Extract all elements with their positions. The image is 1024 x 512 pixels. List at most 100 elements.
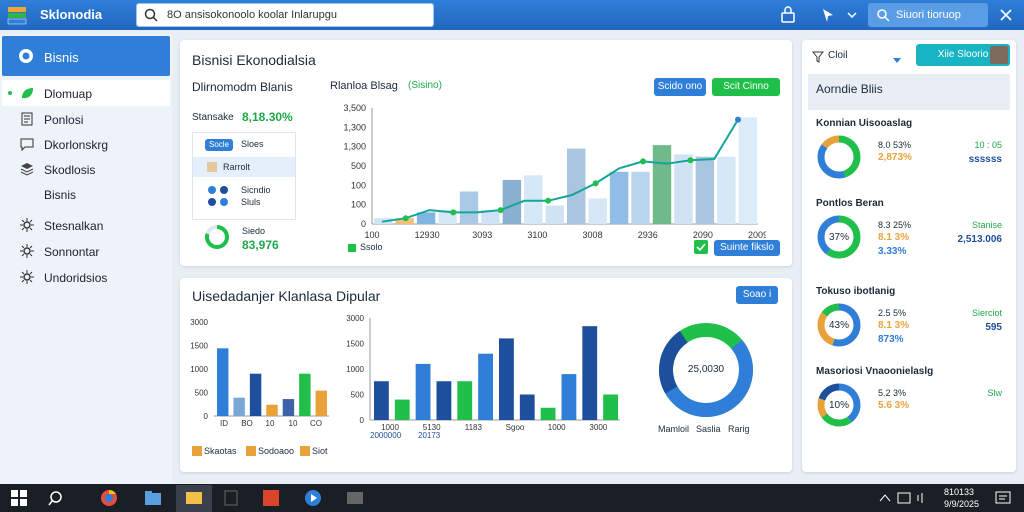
layers-icon [20,162,34,176]
chart-button-b[interactable]: Scit Cinno [712,78,780,96]
legend-swatch [192,446,202,456]
donut-label: Rarig [728,424,750,434]
clock-date: 9/9/2025 [944,499,980,509]
pin-icon[interactable] [818,5,838,25]
metric-section: Tokuso ibotlanig 43% 2.5 5% 8.1 3% 873% Sierc… [802,286,1016,366]
section-value: 8.1 3% [878,320,910,331]
table-row[interactable]: Rarrolt [193,157,295,177]
tray-icons[interactable] [878,489,923,507]
y-tick-label: 0 [360,416,365,425]
folder-icon[interactable] [144,489,162,507]
x-tick-label: 5130 [423,423,441,432]
y-tick-label: 1500 [190,342,208,351]
section-value: 3.33% [878,246,907,257]
secondary-search-text: Siuori tioruop [896,9,961,21]
sidebar-item[interactable]: Stesnalkan [2,212,170,238]
row-text: Sicndio [241,185,271,195]
notification-icon[interactable] [994,489,1012,507]
secondary-search-input[interactable]: Siuori tioruop [868,3,988,27]
taskbar-active-app[interactable] [176,485,212,512]
search-input[interactable]: 8O ansisokonoolo koolar Inlarupgu [136,3,434,27]
donut-segment [817,215,861,259]
chevron-down-icon[interactable] [892,52,902,70]
filter-icon [811,50,825,68]
chevron-down-icon[interactable] [842,5,862,25]
lock-icon[interactable] [778,5,798,25]
chart-bar [499,338,514,420]
x-tick-label: 12930 [415,230,440,240]
sidebar-item-label: Stesnalkan [44,219,104,233]
legend-label: Skaotas [204,446,237,456]
x-tick-label: 1183 [465,423,483,432]
sidebar-item[interactable]: Dlomuap [2,80,170,106]
avatar[interactable] [990,46,1008,64]
window-icon[interactable] [346,489,364,507]
line-point [735,116,741,123]
x-tick-label: Sgoo [506,423,525,432]
sidebar-item[interactable]: Undoridsios [2,264,170,290]
sidebar-item[interactable]: Bisnis [2,181,170,207]
section-right-label: Stanise [971,220,1002,230]
x-tick-label: CO [310,419,322,426]
action-button[interactable]: Xiie Sloorio [916,44,1010,66]
leaf-icon [20,86,34,100]
y-tick-label: 100 [351,180,366,190]
y-tick-label: 1,300 [343,142,366,152]
y-tick-label: 3000 [190,318,208,327]
line-point [592,180,599,187]
office-icon[interactable] [262,489,280,507]
chart-bar [567,148,586,224]
line-point [545,197,552,204]
y-tick-label: 500 [351,391,365,400]
stat-value: 8,18.30% [242,110,293,124]
mini-panel: Socle Sloes Rarrolt Sicndio Sluls [192,132,296,220]
search-icon[interactable] [48,489,66,507]
line-point [402,215,409,222]
bottom-label: 20173 [418,431,441,438]
check-icon[interactable] [694,240,708,254]
start-icon[interactable] [10,489,28,507]
chart-bar [416,212,436,224]
legend-label: Siot [312,446,328,456]
section-title: Konnian Uisooaslag [816,118,913,129]
section-center: 10% [828,400,849,411]
clock-time: 810133 [944,487,975,497]
section-title: Tokuso ibotlanig [816,286,896,297]
close-icon[interactable] [996,5,1016,25]
x-tick-label: BO [241,419,253,426]
card-button[interactable]: Soao i [736,286,778,304]
active-indicator [8,91,12,95]
section-title: Pontlos Beran [816,198,884,209]
donut-segment [817,383,861,427]
donut-center-value: 25,0030 [687,364,725,375]
sidebar-item[interactable]: Skodlosis [2,156,170,182]
sidebar-item-label: Ponlosi [44,113,84,127]
sidebar-item-label: Bisnis [44,188,77,202]
chart-button-a[interactable]: Scido ono [654,78,706,96]
sidebar-item[interactable]: Dkorlonskrg [2,131,170,157]
chart-bar [717,156,736,224]
media-icon[interactable] [304,489,322,507]
sidebar-item[interactable]: Sonnontar [2,238,170,264]
chart-button-c[interactable]: Suinte fikslo [714,240,780,256]
line-point [640,158,647,165]
sidebar-header[interactable]: Bisnis [2,36,170,76]
chart-bar [315,390,327,416]
chat-icon [20,137,34,152]
chart-bar [502,179,522,224]
x-tick-label: 3093 [472,230,492,240]
sidebar-item[interactable]: Ponlosi [2,106,170,132]
taskview-icon[interactable] [222,489,240,507]
section-value: 5.2 3% [878,388,907,398]
mini-button[interactable]: Socle [205,139,233,151]
chart-bar [561,374,577,420]
search-icon [876,8,890,27]
legend-label: Sodoaoo [258,446,295,456]
chart-bar [436,381,452,420]
donut-segment [817,135,861,179]
chart-bar [540,407,556,420]
browser-icon[interactable] [100,489,118,507]
x-tick-label: 100 [364,230,379,240]
dropdown-value[interactable]: Cloil [828,50,848,61]
gauge-value: 83,976 [242,238,279,252]
